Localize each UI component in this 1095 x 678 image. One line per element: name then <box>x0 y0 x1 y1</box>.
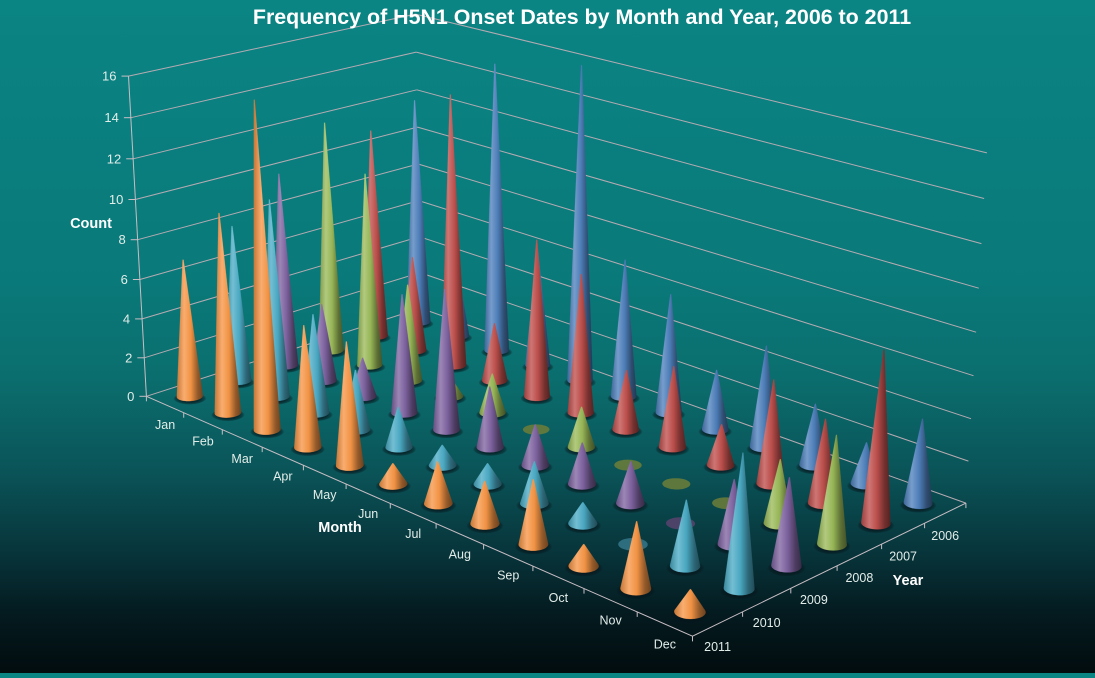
svg-text:4: 4 <box>123 311 130 326</box>
svg-text:Feb: Feb <box>192 435 214 449</box>
svg-text:2007: 2007 <box>889 550 917 564</box>
svg-text:Month: Month <box>318 520 361 536</box>
svg-text:Jan: Jan <box>155 418 175 432</box>
svg-text:Year: Year <box>893 573 924 589</box>
svg-text:8: 8 <box>118 232 125 247</box>
svg-text:May: May <box>313 488 337 502</box>
svg-text:2009: 2009 <box>800 593 828 607</box>
svg-text:Apr: Apr <box>273 470 292 484</box>
svg-text:2008: 2008 <box>845 571 873 585</box>
svg-text:Jul: Jul <box>405 527 421 541</box>
svg-text:2: 2 <box>125 350 132 365</box>
svg-text:2011: 2011 <box>704 640 731 654</box>
svg-text:0: 0 <box>127 389 134 404</box>
svg-text:2010: 2010 <box>753 616 781 630</box>
svg-text:Dec: Dec <box>654 638 676 652</box>
svg-text:Jun: Jun <box>358 507 378 521</box>
svg-text:Frequency of H5N1 Onset Dates: Frequency of H5N1 Onset Dates by Month a… <box>253 5 911 29</box>
svg-text:Nov: Nov <box>599 614 622 628</box>
svg-text:16: 16 <box>102 69 116 84</box>
svg-text:Mar: Mar <box>231 452 253 466</box>
svg-text:Oct: Oct <box>549 591 569 605</box>
svg-text:12: 12 <box>107 151 121 166</box>
svg-text:Count: Count <box>70 216 112 232</box>
svg-text:2006: 2006 <box>931 529 959 543</box>
svg-text:6: 6 <box>121 272 128 287</box>
svg-text:Sep: Sep <box>497 569 519 583</box>
svg-text:10: 10 <box>109 192 123 207</box>
svg-text:Aug: Aug <box>449 548 471 562</box>
svg-text:14: 14 <box>104 110 118 125</box>
